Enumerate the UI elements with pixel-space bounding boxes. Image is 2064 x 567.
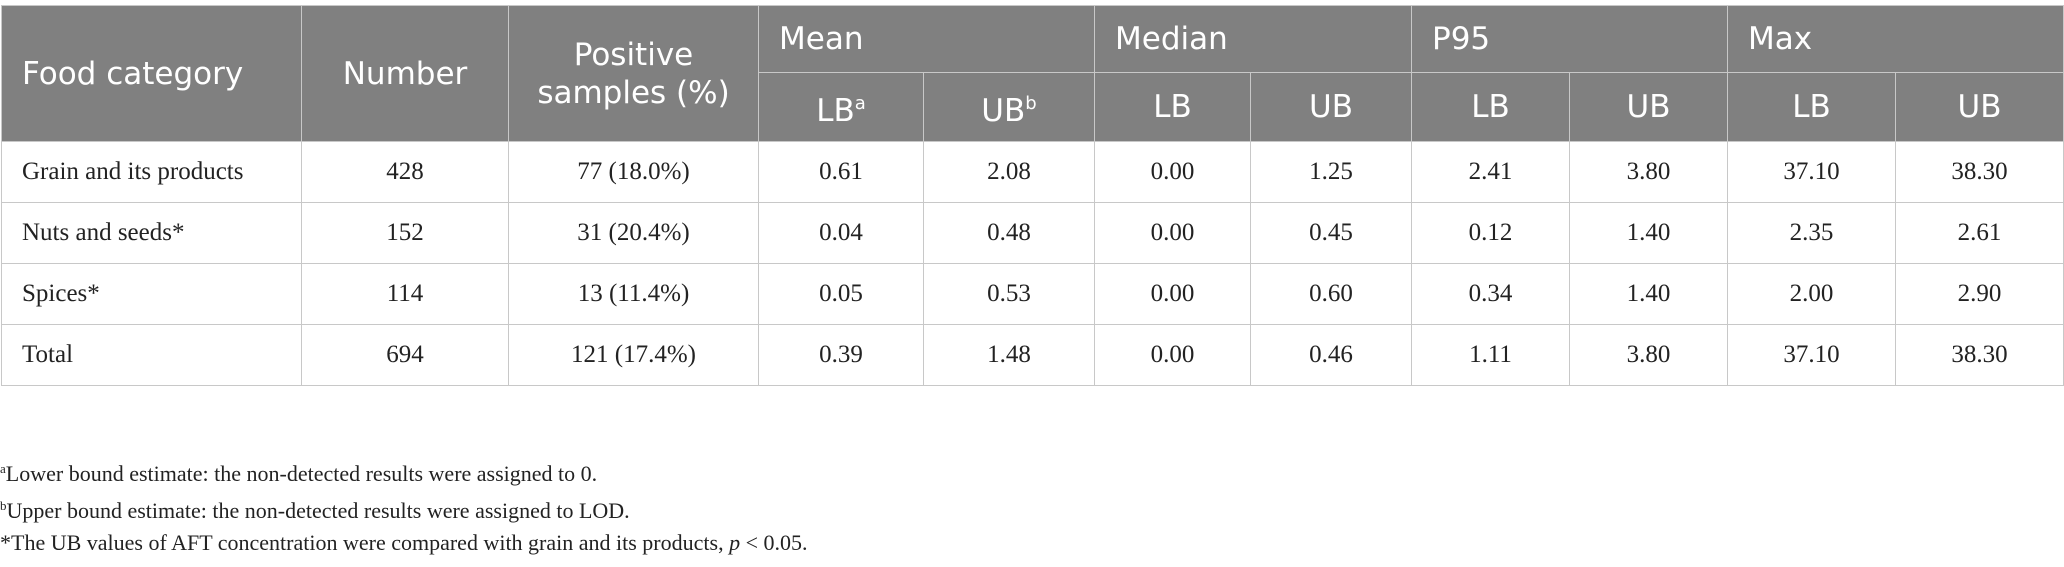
sub-header: LB xyxy=(1094,72,1251,142)
table-cell: Grain and its products xyxy=(1,141,302,203)
sub-header-label: UB xyxy=(1309,89,1353,125)
table-row: Spices* 114 13 (11.4%) 0.05 0.53 0.00 0.60 0.34… xyxy=(1,263,2064,325)
table-cell: 0.48 xyxy=(923,202,1095,264)
footnotes: aLower bound estimate: the non-detected … xyxy=(0,450,808,561)
table-cell: 1.40 xyxy=(1569,263,1729,325)
footnote: bUpper bound estimate: the non-detected … xyxy=(0,487,808,524)
table-cell: 0.00 xyxy=(1094,141,1251,203)
footnote-text: Lower bound estimate: the non-detected r… xyxy=(5,461,598,486)
footnote-text: Upper bound estimate: the non-detected r… xyxy=(6,498,630,523)
table-cell: 0.46 xyxy=(1249,324,1413,386)
table-cell: 0.34 xyxy=(1411,263,1571,325)
header-row: Food category Number Positive samples (%… xyxy=(1,5,2064,142)
table-cell: 2.41 xyxy=(1411,141,1571,203)
table-cell: 77 (18.0%) xyxy=(508,141,759,203)
sub-header: LBa xyxy=(758,72,924,142)
footnote: *The UB values of AFT concentration were… xyxy=(0,524,808,561)
table-cell: 0.00 xyxy=(1094,263,1251,325)
table-row: Total 694 121 (17.4%) 0.39 1.48 0.00 0.46 1.11 3… xyxy=(1,324,2064,386)
superscript: b xyxy=(1025,92,1037,114)
table-cell: 694 xyxy=(301,324,509,386)
group-header: Mean xyxy=(758,5,1095,73)
table-cell: 2.35 xyxy=(1727,202,1897,264)
table-cell: 114 xyxy=(301,263,509,325)
sub-header-label: LB xyxy=(816,92,855,129)
table-cell: 1.11 xyxy=(1411,324,1571,386)
table-cell: 0.53 xyxy=(923,263,1095,325)
table-cell: 0.05 xyxy=(758,263,924,325)
table-row: Nuts and seeds* 152 31 (20.4%) 0.04 0.48 0.00… xyxy=(1,202,2064,264)
table-cell: Total xyxy=(1,324,302,386)
table-cell: 428 xyxy=(301,141,509,203)
table-cell: 0.00 xyxy=(1094,202,1251,264)
header-cell: Food category xyxy=(1,5,302,142)
sub-header: LB xyxy=(1727,72,1897,142)
table-body: Grain and its products 428 77 (18.0%) 0.61 2… xyxy=(1,141,2064,386)
sub-header-label: LB xyxy=(1471,89,1510,125)
group-header: Max xyxy=(1727,5,2064,73)
sub-header-label: LB xyxy=(1153,89,1192,125)
table-cell: 2.90 xyxy=(1895,263,2064,325)
table-cell: 0.00 xyxy=(1094,324,1251,386)
table-cell: Spices* xyxy=(1,263,302,325)
table-cell: 1.48 xyxy=(923,324,1095,386)
data-table: Food category Number Positive samples (%… xyxy=(1,5,2064,386)
table-cell: 121 (17.4%) xyxy=(508,324,759,386)
table-cell: 2.08 xyxy=(923,141,1095,203)
footnote-text: < 0.05. xyxy=(740,530,808,555)
footnote-text: *The UB values of AFT concentration were… xyxy=(0,530,730,555)
header-cell: Number xyxy=(301,5,509,142)
table-cell: 152 xyxy=(301,202,509,264)
table-cell: 0.60 xyxy=(1249,263,1413,325)
table-cell: 1.25 xyxy=(1249,141,1413,203)
group-header: P95 xyxy=(1411,5,1729,73)
table-cell: 0.04 xyxy=(758,202,924,264)
table-cell: 0.45 xyxy=(1249,202,1413,264)
sub-header-label: UB xyxy=(981,92,1026,129)
table-cell: 38.30 xyxy=(1895,141,2064,203)
table-cell: Nuts and seeds* xyxy=(1,202,302,264)
table-cell: 31 (20.4%) xyxy=(508,202,759,264)
sub-header-label: UB xyxy=(1626,89,1671,125)
footnote-mark: b xyxy=(0,498,7,513)
sub-header: LB xyxy=(1411,72,1571,142)
table-cell: 38.30 xyxy=(1895,324,2064,386)
table-cell: 2.61 xyxy=(1895,202,2064,264)
table-cell: 3.80 xyxy=(1569,324,1729,386)
sub-header: UB xyxy=(1249,72,1413,142)
sub-header-label: LB xyxy=(1792,89,1831,125)
table-cell: 0.12 xyxy=(1411,202,1571,264)
table-cell: 1.40 xyxy=(1569,202,1729,264)
table-cell: 0.39 xyxy=(758,324,924,386)
table-cell: 0.61 xyxy=(758,141,924,203)
table-cell: 3.80 xyxy=(1569,141,1729,203)
header-cell: Positive samples (%) xyxy=(508,5,759,142)
group-header: Median xyxy=(1093,5,1413,73)
sub-header-label: UB xyxy=(1957,89,2002,125)
footnote-mark: a xyxy=(0,461,6,476)
sub-header: UB xyxy=(1569,72,1729,142)
table-row: Grain and its products 428 77 (18.0%) 0.61 2… xyxy=(1,141,2064,203)
sub-header: UB xyxy=(1895,72,2064,142)
table-cell: 37.10 xyxy=(1727,141,1897,203)
footnote: aLower bound estimate: the non-detected … xyxy=(0,450,808,487)
table-cell: 13 (11.4%) xyxy=(508,263,759,325)
footnote-italic: p xyxy=(729,530,741,555)
table-cell: 2.00 xyxy=(1727,263,1897,325)
superscript: a xyxy=(854,92,866,114)
header-row: LBa UBb LB UB LB UB LB UB xyxy=(2,72,2064,142)
table-cell: 37.10 xyxy=(1727,324,1897,386)
sub-header: UBb xyxy=(923,72,1095,142)
